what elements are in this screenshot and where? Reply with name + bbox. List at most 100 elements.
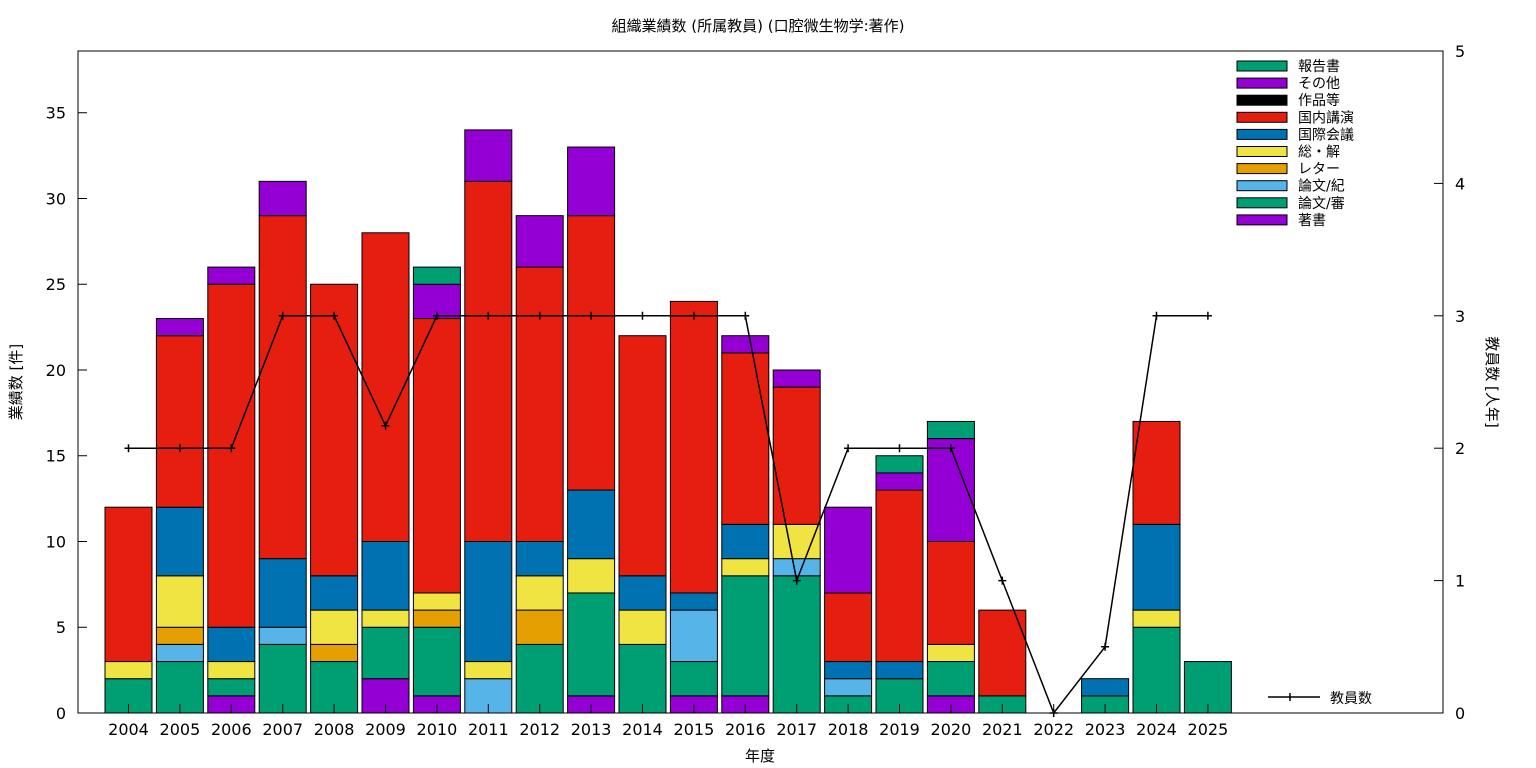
bar-segment bbox=[618, 575, 667, 611]
x-tick-label: 2023 bbox=[1085, 720, 1126, 739]
faculty-count-point bbox=[1101, 642, 1110, 651]
bar-segment bbox=[515, 575, 564, 611]
faculty-count-point bbox=[535, 311, 544, 320]
legend-swatch bbox=[1236, 163, 1288, 175]
x-tick-label: 2011 bbox=[468, 720, 509, 739]
y2-tick-label: 1 bbox=[1455, 572, 1465, 591]
x-tick-label: 2024 bbox=[1136, 720, 1177, 739]
bar-segment bbox=[669, 592, 718, 611]
y2-tick-label: 5 bbox=[1455, 42, 1465, 61]
x-tick-label: 2005 bbox=[160, 720, 201, 739]
bar-segment bbox=[772, 386, 821, 525]
y2-tick-label: 2 bbox=[1455, 439, 1465, 458]
x-tick-label: 2025 bbox=[1188, 720, 1229, 739]
chart-title: 組織業績数 (所属教員) (口腔微生物学:著作) bbox=[612, 17, 905, 35]
bar-segment bbox=[258, 626, 307, 645]
legend-label: 国際会議 bbox=[1298, 126, 1354, 143]
y-tick-label: 15 bbox=[46, 447, 66, 466]
bar-segment bbox=[567, 146, 616, 217]
y-tick-label: 0 bbox=[56, 704, 66, 723]
bar-segment bbox=[412, 592, 461, 611]
bar-segment bbox=[515, 266, 564, 542]
x-tick-label: 2009 bbox=[365, 720, 406, 739]
bar-segment bbox=[155, 626, 204, 645]
bar-segment bbox=[515, 643, 564, 714]
faculty-count-point bbox=[998, 576, 1007, 585]
legend-label: 著書 bbox=[1298, 213, 1326, 229]
bar-segment bbox=[412, 609, 461, 628]
bar-segment bbox=[618, 643, 667, 714]
x-tick-label: 2012 bbox=[519, 720, 560, 739]
bar-segment bbox=[1081, 678, 1130, 697]
x-tick-label: 2019 bbox=[879, 720, 920, 739]
bar-segment bbox=[361, 540, 410, 611]
bar-segment bbox=[104, 661, 153, 680]
faculty-count-point bbox=[689, 311, 698, 320]
legend-swatch bbox=[1236, 128, 1288, 140]
faculty-count-point bbox=[946, 444, 955, 453]
x-tick-label: 2022 bbox=[1033, 720, 1074, 739]
x-tick-label: 2014 bbox=[622, 720, 663, 739]
bar-segment bbox=[155, 506, 204, 577]
bar-segment bbox=[207, 626, 256, 663]
legend-swatch bbox=[1236, 214, 1288, 226]
bar-segment bbox=[567, 489, 616, 560]
bar-segment bbox=[669, 609, 718, 663]
x-tick-label: 2021 bbox=[982, 720, 1023, 739]
y-tick-label: 30 bbox=[46, 189, 66, 208]
bar-segment bbox=[464, 129, 513, 182]
bar-segment bbox=[926, 540, 975, 645]
faculty-count-point bbox=[741, 311, 750, 320]
faculty-count-point bbox=[124, 444, 133, 453]
bar-segment bbox=[1132, 420, 1181, 525]
bar-segment bbox=[310, 609, 359, 645]
bar-segment bbox=[824, 506, 873, 594]
bar-segment bbox=[412, 266, 461, 285]
legend-label: 作品等 bbox=[1298, 92, 1340, 109]
bar-segment bbox=[875, 489, 924, 663]
faculty-count-point bbox=[227, 444, 236, 453]
bar-segment bbox=[310, 643, 359, 663]
bar-segment bbox=[875, 455, 924, 474]
legend-swatch bbox=[1236, 180, 1288, 192]
bar-segment bbox=[258, 180, 307, 217]
faculty-count-point bbox=[844, 444, 853, 453]
bar-segment bbox=[310, 575, 359, 611]
bar-segment bbox=[258, 558, 307, 628]
legend-swatch bbox=[1236, 77, 1288, 89]
y-axis-label: 業績数 [件] bbox=[7, 344, 25, 420]
x-tick-label: 2017 bbox=[776, 720, 817, 739]
bar-segment bbox=[824, 678, 873, 697]
y2-tick-label: 4 bbox=[1455, 174, 1465, 193]
bar-segment bbox=[155, 575, 204, 628]
legend-label: 教員数 bbox=[1330, 691, 1372, 707]
bar-segment bbox=[567, 558, 616, 594]
bar-segment bbox=[721, 352, 770, 525]
legend-label: レター bbox=[1298, 162, 1340, 178]
bar-segment bbox=[1132, 609, 1181, 628]
y2-axis-label: 教員数 [人年] bbox=[1483, 336, 1501, 427]
bar-segment bbox=[926, 643, 975, 663]
faculty-count-point bbox=[792, 576, 801, 585]
bar-segment bbox=[207, 266, 256, 285]
y-tick-label: 20 bbox=[46, 361, 66, 380]
bar-segment bbox=[412, 626, 461, 697]
faculty-count-point bbox=[1203, 311, 1212, 320]
bar-segment bbox=[464, 540, 513, 663]
bar-segment bbox=[926, 420, 975, 440]
bar-segment bbox=[567, 592, 616, 697]
y-tick-label: 35 bbox=[46, 104, 66, 123]
bar-segment bbox=[772, 575, 821, 714]
bar-segment bbox=[310, 283, 359, 577]
faculty-count-line bbox=[128, 315, 1208, 715]
bar-segment bbox=[926, 438, 975, 542]
legend-label: 報告書 bbox=[1298, 59, 1340, 75]
bar-segment bbox=[926, 661, 975, 697]
bar-segment bbox=[618, 609, 667, 645]
legend-swatch bbox=[1236, 146, 1288, 157]
bar-segment bbox=[258, 215, 307, 560]
y-tick-label: 25 bbox=[46, 275, 66, 294]
x-tick-label: 2006 bbox=[211, 720, 252, 739]
